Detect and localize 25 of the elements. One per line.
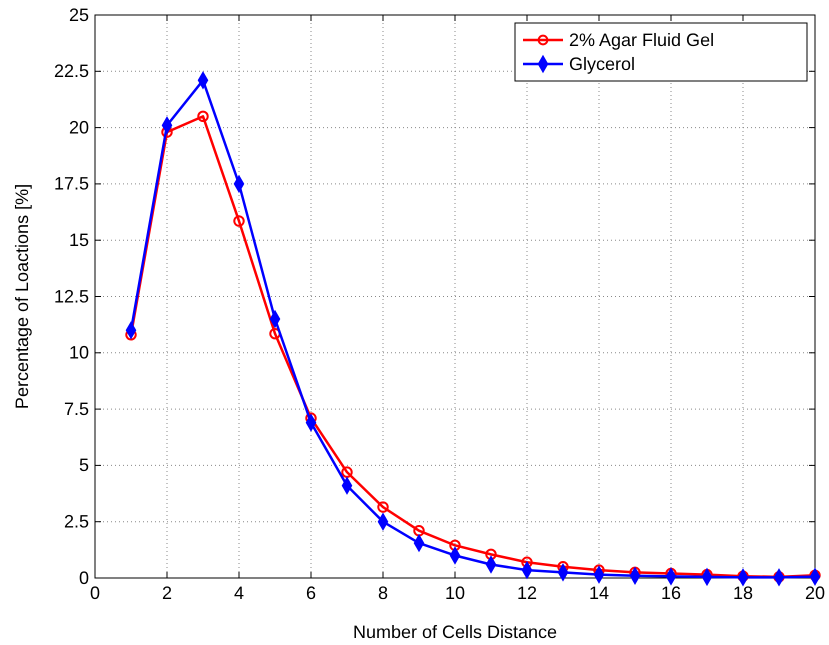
x-tick-label: 2 — [162, 582, 172, 603]
x-tick-label: 6 — [306, 582, 316, 603]
x-tick-label: 20 — [804, 582, 826, 603]
y-tick-label: 20 — [68, 117, 89, 138]
x-tick-label: 8 — [378, 582, 388, 603]
y-tick-label: 5 — [78, 455, 89, 476]
x-axis-title: Number of Cells Distance — [352, 622, 558, 642]
legend-label: Glycerol — [569, 54, 636, 74]
y-tick-label: 0 — [78, 568, 89, 588]
x-tick-label: 18 — [732, 582, 754, 603]
y-tick-label: 10 — [68, 342, 89, 363]
y-tick-label: 7.5 — [64, 398, 89, 419]
y-tick-label: 2.5 — [64, 511, 89, 532]
x-tick-label: 14 — [588, 582, 610, 603]
legend-label: 2% Agar Fluid Gel — [569, 30, 714, 50]
y-tick-label: 25 — [68, 4, 89, 25]
x-tick-label: 12 — [516, 582, 538, 603]
y-tick-label: 17.5 — [54, 174, 89, 194]
x-tick-label: 16 — [660, 582, 682, 603]
y-axis-title: Percentage of Loactions [%] — [12, 184, 32, 410]
y-tick-label: 15 — [68, 230, 89, 250]
y-tick-label: 22.5 — [54, 61, 89, 82]
x-tick-label: 4 — [234, 582, 244, 603]
x-tick-label: 10 — [444, 582, 466, 603]
y-tick-label: 12.5 — [54, 286, 89, 306]
